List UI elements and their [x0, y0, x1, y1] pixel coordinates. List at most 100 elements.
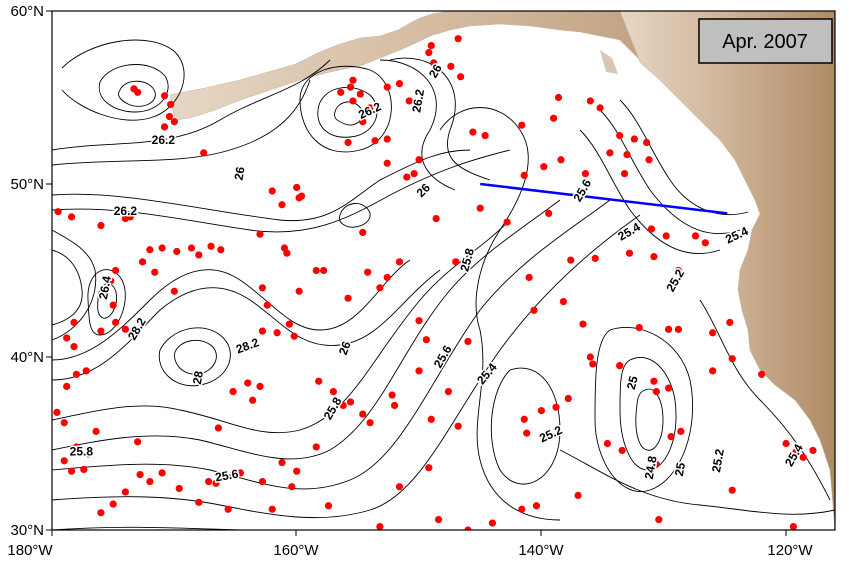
float-marker: [454, 35, 462, 43]
float-marker: [278, 201, 286, 209]
float-marker: [82, 367, 90, 375]
map-frame: [51, 10, 836, 531]
float-marker: [650, 377, 658, 385]
float-marker: [72, 443, 81, 451]
float-marker: [709, 367, 717, 375]
y-tick-30n: 30°N: [10, 522, 44, 539]
float-marker: [112, 318, 120, 326]
float-marker: [415, 317, 423, 325]
float-marker: [589, 360, 597, 368]
float-marker: [503, 218, 511, 226]
float-marker: [405, 97, 413, 105]
float-marker: [70, 318, 78, 326]
float-marker: [603, 439, 612, 448]
float-marker: [430, 59, 438, 67]
float-marker: [293, 183, 301, 192]
float-marker: [224, 505, 232, 513]
float-marker: [782, 439, 790, 448]
float-marker: [151, 268, 159, 276]
contour-label: 25: [624, 374, 641, 391]
float-marker: [329, 388, 337, 396]
float-marker: [518, 121, 526, 129]
float-marker: [464, 337, 472, 346]
float-marker: [452, 258, 460, 266]
float-marker: [650, 253, 658, 261]
float-marker: [564, 394, 572, 403]
float-marker: [415, 367, 423, 375]
float-marker: [359, 118, 367, 126]
float-marker: [701, 239, 709, 247]
float-marker: [383, 83, 391, 91]
float-marker: [134, 88, 142, 96]
float-marker: [344, 138, 352, 147]
float-marker: [665, 384, 673, 392]
contour-label: 26.2: [114, 204, 138, 218]
float-marker: [366, 419, 374, 427]
float-marker: [60, 457, 68, 465]
float-marker: [278, 458, 286, 467]
float-marker: [545, 209, 553, 218]
float-marker: [146, 246, 154, 254]
float-marker: [552, 403, 560, 411]
contour-label: 25.2: [709, 448, 727, 474]
date-label: Apr. 2007: [722, 31, 808, 53]
float-marker: [63, 334, 71, 342]
float-marker: [72, 370, 81, 378]
float-marker: [550, 114, 558, 122]
float-marker: [288, 483, 296, 491]
island-land: [600, 50, 618, 74]
float-marker: [757, 370, 766, 378]
float-marker: [187, 244, 196, 252]
float-marker: [138, 258, 147, 266]
float-marker: [290, 332, 298, 340]
float-marker: [376, 522, 384, 530]
float-marker: [525, 273, 533, 282]
coast-land: [619, 11, 835, 530]
float-marker: [195, 251, 203, 259]
float-marker: [579, 320, 587, 328]
float-marker: [109, 301, 117, 309]
float-marker: [554, 93, 563, 102]
float-marker: [165, 112, 174, 121]
float-marker: [67, 467, 76, 475]
float-marker: [97, 327, 105, 335]
float-marker: [63, 382, 71, 391]
float-marker: [630, 135, 638, 143]
float-marker: [312, 266, 320, 275]
float-marker: [432, 215, 440, 223]
float-marker: [366, 104, 374, 112]
float-marker: [85, 450, 93, 458]
transect-line: [480, 182, 728, 215]
float-marker: [469, 128, 477, 136]
float-marker: [691, 232, 700, 240]
float-marker: [464, 526, 472, 530]
float-marker: [344, 294, 352, 302]
y-tick-40n: 40°N: [10, 349, 44, 366]
float-marker: [647, 225, 656, 233]
float-marker: [97, 509, 105, 517]
float-marker: [285, 320, 293, 328]
contour-lines: [52, 39, 835, 530]
float-marker: [444, 388, 452, 396]
float-marker: [728, 486, 736, 494]
float-marker: [371, 137, 379, 145]
contour-label: 24.8: [642, 455, 660, 481]
float-marker: [337, 88, 345, 96]
float-marker: [295, 194, 303, 202]
float-marker: [395, 80, 404, 88]
float-marker: [523, 429, 531, 437]
float-marker: [53, 408, 61, 416]
float-marker: [427, 42, 435, 50]
contour-label: 25: [672, 461, 688, 477]
float-marker: [364, 268, 372, 276]
float-marker: [268, 187, 276, 195]
float-marker: [728, 355, 736, 363]
axis-ticks: [46, 10, 787, 536]
float-marker: [349, 76, 357, 84]
float-marker: [435, 516, 443, 524]
float-marker: [383, 273, 391, 282]
float-marker: [134, 438, 142, 446]
float-marker: [200, 149, 208, 157]
float-marker: [726, 318, 734, 326]
float-marker: [591, 254, 599, 262]
